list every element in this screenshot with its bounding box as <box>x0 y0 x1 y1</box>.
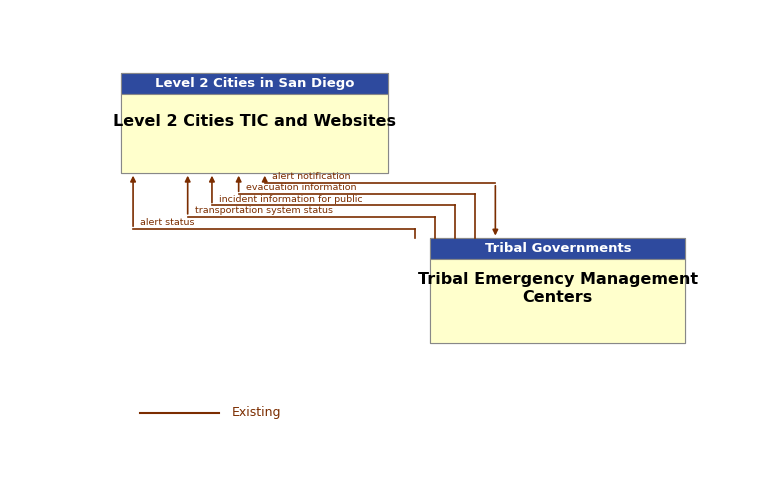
Bar <box>121 74 388 173</box>
Text: alert status: alert status <box>140 218 195 227</box>
Text: Existing: Existing <box>232 406 281 419</box>
Text: Level 2 Cities in San Diego: Level 2 Cities in San Diego <box>155 77 354 90</box>
Text: Tribal Governments: Tribal Governments <box>485 242 631 255</box>
Text: incident information for public: incident information for public <box>219 195 363 204</box>
Text: alert notification: alert notification <box>272 172 351 181</box>
Text: transportation system status: transportation system status <box>195 206 333 215</box>
Text: Level 2 Cities TIC and Websites: Level 2 Cities TIC and Websites <box>113 114 396 129</box>
Text: evacuation information: evacuation information <box>246 183 356 192</box>
Bar <box>121 94 388 173</box>
Text: Tribal Emergency Management
Centers: Tribal Emergency Management Centers <box>418 272 698 305</box>
Bar <box>431 259 685 343</box>
Bar <box>431 239 685 259</box>
Bar <box>431 239 685 343</box>
Bar <box>121 74 388 94</box>
